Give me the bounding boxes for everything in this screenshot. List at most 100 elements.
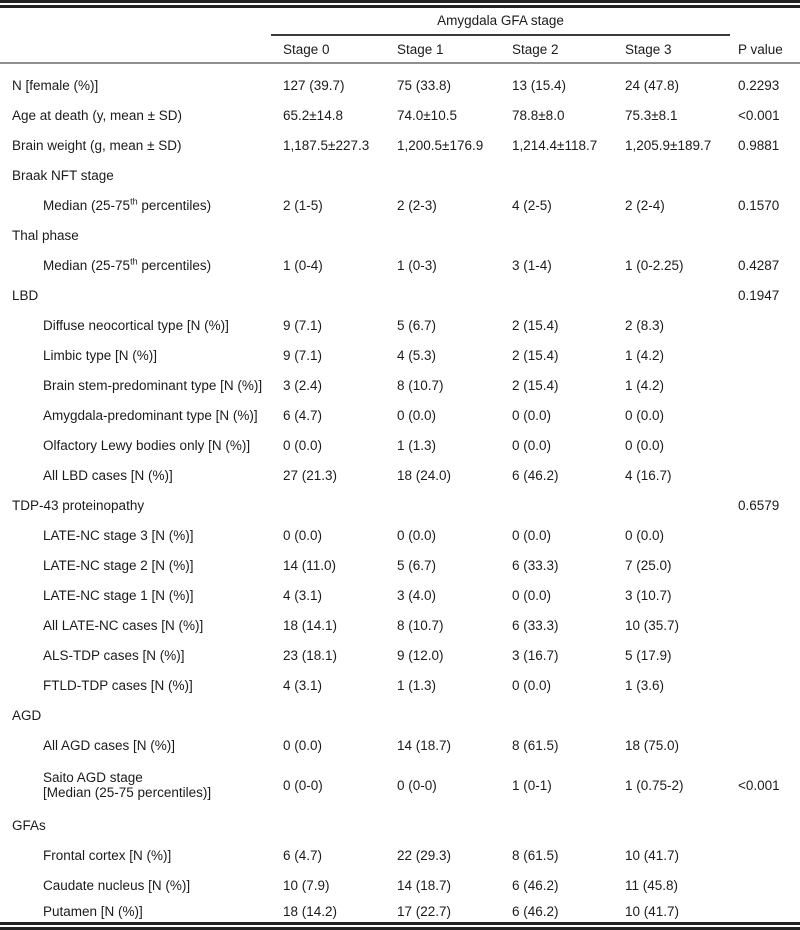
stage1-cell: 3 (4.0) xyxy=(397,587,437,603)
row-label: All LATE-NC cases [N (%)] xyxy=(43,617,204,633)
spanner-rule xyxy=(271,34,730,36)
stage0-cell: 127 (39.7) xyxy=(283,77,345,93)
stage0-cell: 4 (3.1) xyxy=(283,587,323,603)
stage0-cell: 0 (0.0) xyxy=(283,737,323,753)
stage3-cell: 2 (2-4) xyxy=(625,197,665,213)
table-row: Thal phase xyxy=(0,220,800,250)
stage2-cell: 0 (0.0) xyxy=(512,437,552,453)
stage2-cell: 0 (0.0) xyxy=(512,587,552,603)
row-label: FTLD-TDP cases [N (%)] xyxy=(43,677,193,693)
stage2-cell: 1,214.4±118.7 xyxy=(512,137,598,153)
table-row: LATE-NC stage 1 [N (%)] 4 (3.1) 3 (4.0) 0 (… xyxy=(0,580,800,610)
stage2-cell: 6 (46.2) xyxy=(512,903,559,919)
stage0-cell: 0 (0.0) xyxy=(283,437,323,453)
stage0-cell: 14 (11.0) xyxy=(283,557,337,573)
table-row: N [female (%)] 127 (39.7) 75 (33.8) 13 (15.… xyxy=(0,70,800,100)
row-label: AGD xyxy=(12,707,42,723)
p-value-cell: <0.001 xyxy=(738,777,780,793)
stage1-cell: 18 (24.0) xyxy=(397,467,452,483)
table-row: LATE-NC stage 2 [N (%)] 14 (11.0) 5 (6.7) 6… xyxy=(0,550,800,580)
row-label: ALS-TDP cases [N (%)] xyxy=(43,647,185,663)
table-row: Amygdala-predominant type [N (%)] 6 (4.7)… xyxy=(0,400,800,430)
stage0-cell: 1,187.5±227.3 xyxy=(283,137,370,153)
stage0-cell: 65.2±14.8 xyxy=(283,107,343,123)
stage1-cell: 1 (0-3) xyxy=(397,257,437,273)
stage0-cell: 9 (7.1) xyxy=(283,317,323,333)
row-label: Caudate nucleus [N (%)] xyxy=(43,877,191,893)
stage2-cell: 6 (46.2) xyxy=(512,467,559,483)
row-label: GFAs xyxy=(12,817,46,833)
spanner-label: Amygdala GFA stage xyxy=(437,13,564,28)
table-row: Olfactory Lewy bodies only [N (%)] 0 (0.0… xyxy=(0,430,800,460)
stage3-cell: 4 (16.7) xyxy=(625,467,672,483)
stage0-cell: 18 (14.1) xyxy=(283,617,338,633)
row-label: Thal phase xyxy=(12,227,79,243)
stage1-cell: 22 (29.3) xyxy=(397,847,452,863)
table-row: Brain stem-predominant type [N (%)] 3 (2.… xyxy=(0,370,800,400)
table-row: Limbic type [N (%)] 9 (7.1) 4 (5.3) 2 (15.4… xyxy=(0,340,800,370)
table-top-rule xyxy=(0,0,800,8)
stage3-cell: 0 (0.0) xyxy=(625,407,665,423)
row-label: Olfactory Lewy bodies only [N (%)] xyxy=(43,437,251,453)
stage0-cell: 6 (4.7) xyxy=(283,407,323,423)
table-row: Saito AGD stage [Median (25-75 percentile… xyxy=(0,760,800,810)
stage3-cell: 24 (47.8) xyxy=(625,77,680,93)
p-value-cell: 0.6579 xyxy=(738,497,780,513)
table-row: LBD 0.1947 xyxy=(0,280,800,310)
stage2-cell: 4 (2-5) xyxy=(512,197,552,213)
stage1-cell: 1 (1.3) xyxy=(397,437,437,453)
stage3-cell: 10 (35.7) xyxy=(625,617,680,633)
header-rule xyxy=(0,62,800,64)
stage2-cell: 13 (15.4) xyxy=(512,77,567,93)
row-label: Brain weight (g, mean ± SD) xyxy=(12,137,182,153)
stage0-cell: 2 (1-5) xyxy=(283,197,323,213)
stage0-cell: 10 (7.9) xyxy=(283,877,330,893)
stage1-cell: 0 (0-0) xyxy=(397,777,437,793)
p-value-cell: 0.9881 xyxy=(738,137,780,153)
row-label: Age at death (y, mean ± SD) xyxy=(12,107,182,123)
stage3-cell: 1 (4.2) xyxy=(625,347,665,363)
stage3-cell: 11 (45.8) xyxy=(625,877,679,893)
stage1-cell: 74.0±10.5 xyxy=(397,107,457,123)
row-label: All LBD cases [N (%)] xyxy=(43,467,173,483)
stage1-cell: 14 (18.7) xyxy=(397,737,452,753)
stage1-cell: 8 (10.7) xyxy=(397,617,444,633)
row-label: Median (25-75th percentiles) xyxy=(43,196,212,213)
stage3-cell: 1 (3.6) xyxy=(625,677,665,693)
row-label: Saito AGD stage [Median (25-75 percentile… xyxy=(43,770,212,800)
stage1-cell: 1 (1.3) xyxy=(397,677,437,693)
stage1-cell: 9 (12.0) xyxy=(397,647,444,663)
table-row: Median (25-75th percentiles) 1 (0-4) 1 (0-… xyxy=(0,250,800,280)
p-value-cell: 0.4287 xyxy=(738,257,780,273)
table-body: N [female (%)] 127 (39.7) 75 (33.8) 13 (15.… xyxy=(0,64,800,922)
stage2-cell: 78.8±8.0 xyxy=(512,107,565,123)
column-header-stage1: Stage 1 xyxy=(397,41,444,57)
stage3-cell: 75.3±8.1 xyxy=(625,107,678,123)
row-label: All AGD cases [N (%)] xyxy=(43,737,176,753)
stage3-cell: 3 (10.7) xyxy=(625,587,672,603)
column-header-stage2: Stage 2 xyxy=(512,41,559,57)
table-row: All LBD cases [N (%)] 27 (21.3) 18 (24.0) 6… xyxy=(0,460,800,490)
row-label: TDP-43 proteinopathy xyxy=(12,497,145,513)
spanner-row: Amygdala GFA stage xyxy=(0,8,800,34)
stage2-cell: 8 (61.5) xyxy=(512,847,559,863)
table-row: TDP-43 proteinopathy 0.6579 xyxy=(0,490,800,520)
stage3-cell: 18 (75.0) xyxy=(625,737,680,753)
table-bottom-rule xyxy=(0,922,800,930)
stage0-cell: 0 (0.0) xyxy=(283,527,323,543)
stage1-cell: 0 (0.0) xyxy=(397,527,437,543)
stage3-cell: 1 (4.2) xyxy=(625,377,665,393)
stage1-cell: 5 (6.7) xyxy=(397,317,437,333)
row-label: Braak NFT stage xyxy=(12,167,114,183)
row-label: Diffuse neocortical type [N (%)] xyxy=(43,317,229,333)
stage0-cell: 9 (7.1) xyxy=(283,347,323,363)
row-label: LATE-NC stage 2 [N (%)] xyxy=(43,557,194,573)
stage2-cell: 0 (0.0) xyxy=(512,677,552,693)
table-row: Putamen [N (%)] 18 (14.2) 17 (22.7) 6 (46.2… xyxy=(0,900,800,922)
table-row: AGD xyxy=(0,700,800,730)
table-row: Brain weight (g, mean ± SD) 1,187.5±227.3… xyxy=(0,130,800,160)
table-row: All LATE-NC cases [N (%)] 18 (14.1) 8 (10.… xyxy=(0,610,800,640)
row-label: LBD xyxy=(12,287,39,303)
stage1-cell: 17 (22.7) xyxy=(397,903,452,919)
